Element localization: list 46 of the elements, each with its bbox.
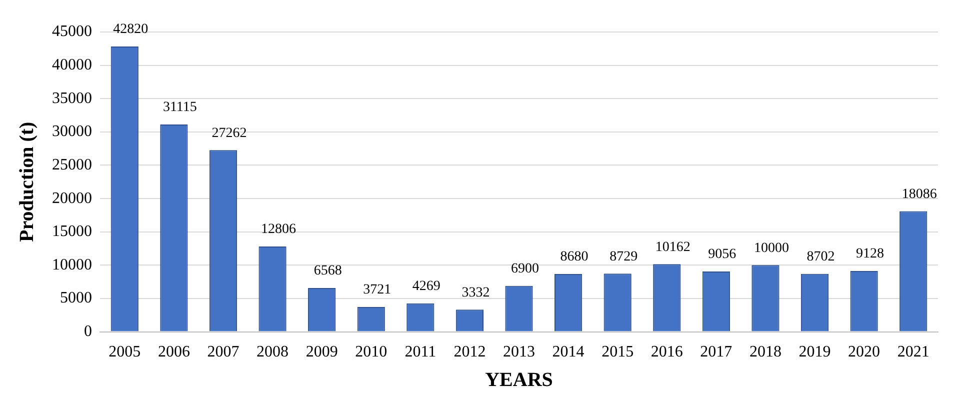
data-label: 9128: [856, 246, 884, 262]
y-axis-title: Production (t): [16, 122, 38, 242]
x-tick-label: 2019: [798, 344, 831, 361]
x-tick-label: 2013: [503, 344, 535, 361]
x-tick-label: 2010: [355, 344, 388, 361]
y-tick-label: 5000: [60, 290, 92, 307]
y-tick-label: 25000: [52, 156, 92, 174]
x-tick-label: 2009: [306, 344, 338, 361]
data-label: 8702: [806, 249, 835, 264]
y-tick-label: 30000: [52, 123, 92, 140]
data-label: 4269: [412, 279, 440, 294]
data-label: 18086: [902, 186, 937, 202]
x-tick-label: 2008: [256, 344, 289, 361]
data-label: 10162: [655, 240, 690, 255]
data-label: 12806: [261, 222, 296, 238]
x-tick-label: 2018: [749, 344, 782, 361]
x-tick-label: 2020: [848, 344, 880, 361]
y-tick-label: 0: [84, 323, 92, 340]
x-tick-label: 2021: [897, 344, 930, 361]
data-label: 31115: [162, 100, 197, 116]
y-tick-label: 40000: [52, 56, 92, 74]
x-tick-label: 2012: [454, 344, 486, 361]
data-label: 6568: [314, 264, 342, 279]
x-tick-label: 2014: [552, 344, 584, 361]
data-label: 6900: [511, 262, 539, 277]
y-tick-label: 10000: [52, 256, 92, 274]
x-axis-title: YEARS: [485, 369, 553, 392]
x-tick-label: 2005: [108, 344, 141, 361]
y-tick-label: 45000: [52, 23, 92, 40]
x-tick-label: 2015: [602, 344, 634, 361]
data-label: 3721: [363, 282, 392, 298]
data-label: 9056: [708, 247, 736, 262]
data-label: 42820: [113, 22, 148, 38]
data-label: 3332: [462, 285, 490, 300]
x-tick-label: 2011: [404, 344, 436, 361]
y-tick-label: 15000: [52, 223, 92, 240]
x-tick-label: 2016: [650, 344, 683, 361]
x-tick-label: 2007: [207, 344, 240, 361]
data-label: 8680: [560, 250, 588, 265]
data-label: 8729: [610, 249, 638, 264]
x-tick-label: 2006: [158, 344, 190, 361]
y-tick-label: 35000: [52, 90, 92, 107]
data-label: 27262: [212, 126, 247, 141]
data-label: 10000: [754, 240, 789, 256]
y-tick-label: 20000: [52, 190, 92, 207]
x-tick-label: 2017: [700, 344, 732, 361]
